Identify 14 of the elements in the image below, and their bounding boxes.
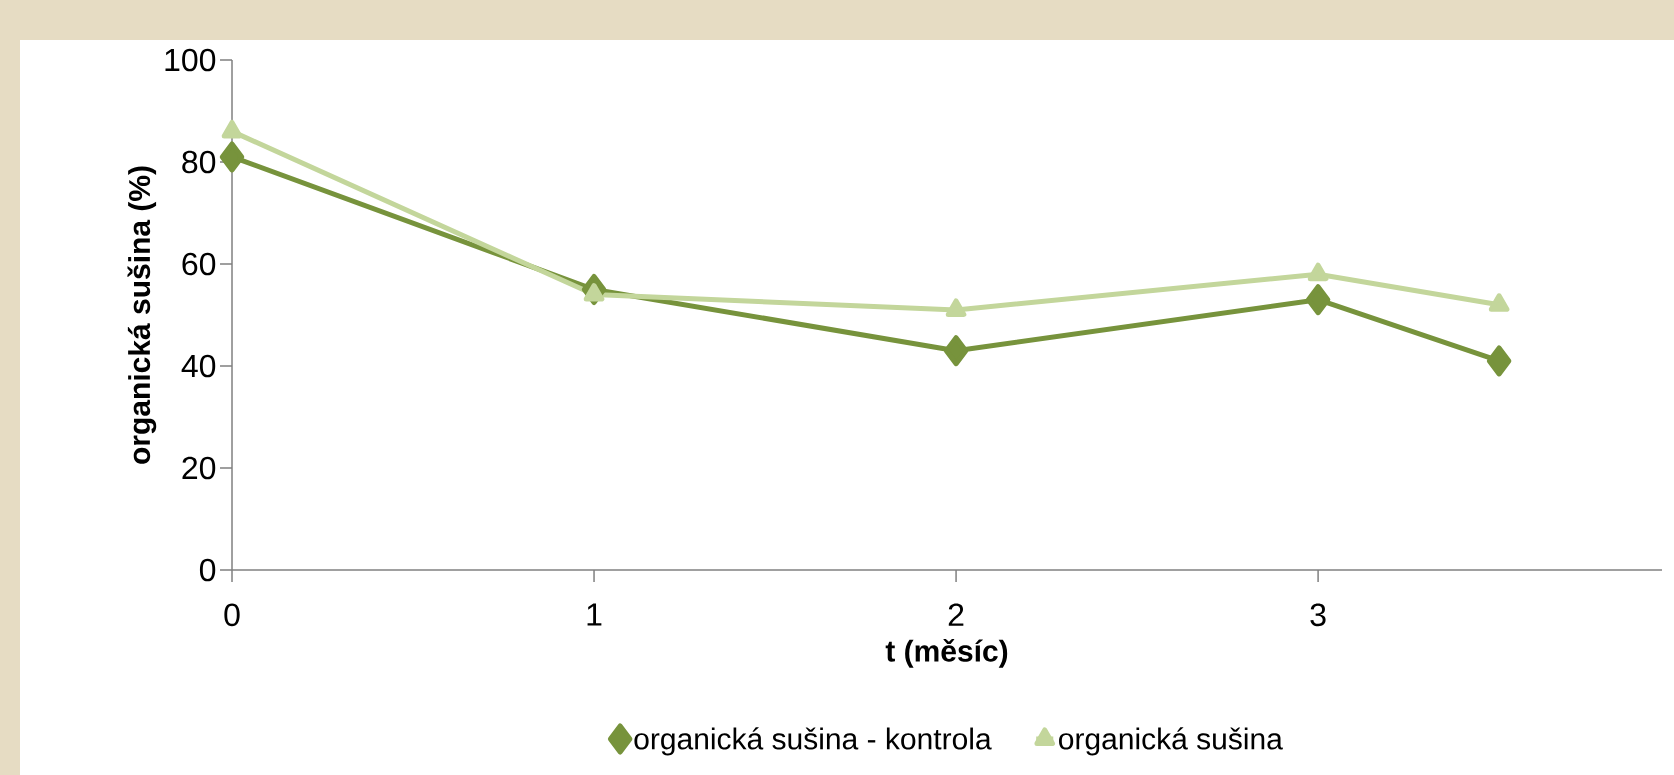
x-tick-label: 1 bbox=[587, 603, 602, 626]
x-tick-label: 0 bbox=[224, 603, 240, 627]
x-tick-label: 2 bbox=[948, 603, 964, 626]
x-axis-title: t (měsíc) bbox=[885, 639, 1008, 668]
legend-label: organická sušina - kontrola bbox=[634, 727, 992, 756]
x-tick-label: 3 bbox=[1310, 603, 1326, 627]
y-axis-title: organická sušina (%) bbox=[127, 166, 157, 464]
y-tick-label: 60 bbox=[182, 252, 216, 276]
y-tick-label: 100 bbox=[165, 48, 216, 72]
y-tick-label: 20 bbox=[182, 456, 216, 480]
legend-label: organická sušina bbox=[1059, 727, 1283, 756]
y-tick-label: 0 bbox=[199, 558, 216, 582]
y-tick-label: 40 bbox=[181, 354, 216, 378]
y-tick-label: 80 bbox=[182, 150, 216, 174]
